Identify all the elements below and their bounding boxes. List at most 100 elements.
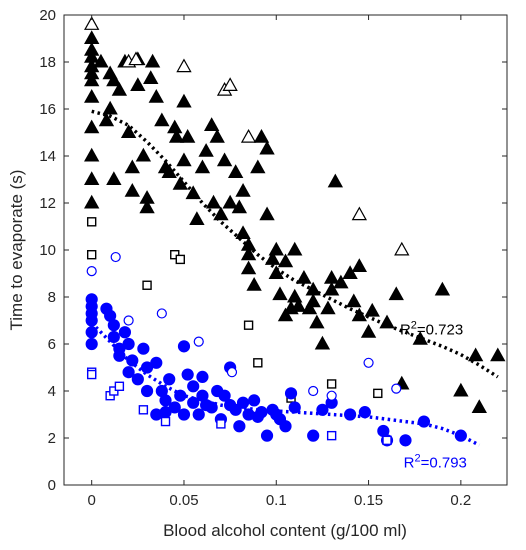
- open-square-point: [326, 379, 337, 389]
- triangle-point: [351, 307, 368, 322]
- open-circle-point: [226, 367, 238, 378]
- circle-point: [307, 429, 320, 442]
- triangle-point: [268, 241, 284, 256]
- open-triangle-point: [222, 77, 238, 92]
- triangle-point: [434, 281, 451, 296]
- triangle-point: [98, 112, 115, 127]
- triangle-point: [203, 117, 220, 131]
- open-square-point: [138, 405, 149, 415]
- x-tick-label: 0.1: [266, 492, 287, 509]
- open-circle-point: [86, 266, 97, 277]
- triangle-point: [453, 382, 469, 397]
- open-square-point: [326, 430, 337, 441]
- circle-point: [358, 406, 371, 419]
- open-circle-point: [391, 383, 402, 394]
- circle-point: [150, 356, 163, 369]
- triangle-point: [130, 77, 146, 92]
- triangle-point: [360, 324, 377, 338]
- x-axis-title: Blood alcohol content (g/100 ml): [163, 521, 407, 540]
- circle-point: [113, 349, 126, 362]
- triangle-point: [194, 159, 211, 174]
- circle-point: [137, 342, 150, 355]
- triangle-point: [250, 159, 266, 174]
- open-square-point: [160, 416, 171, 427]
- triangle-point: [235, 225, 251, 240]
- triangle-point: [272, 286, 288, 301]
- triangle-point: [264, 251, 281, 265]
- triangle-point: [93, 53, 109, 68]
- open-square-point: [175, 254, 185, 265]
- triangle-point: [185, 185, 201, 200]
- open-circle-point: [123, 315, 134, 326]
- triangle-point: [277, 307, 294, 322]
- open-triangle-point: [128, 51, 144, 66]
- circle-point: [192, 408, 205, 421]
- open-triangle-point: [240, 128, 257, 143]
- triangle-point: [144, 53, 161, 68]
- triangle-point: [198, 143, 214, 157]
- triangle-point: [84, 194, 100, 209]
- triangle-point: [135, 147, 152, 162]
- triangle-point: [346, 293, 362, 308]
- circle-point: [140, 384, 154, 398]
- axes: 0 0.05 0.1 0.15 0.2 0 2 4 6 8 10 12 14 16 18 20: [39, 7, 507, 509]
- y-tick-label: 20: [39, 7, 56, 24]
- open-circle-point: [326, 390, 337, 401]
- triangle-point: [124, 183, 140, 197]
- y-axis-title: Time to evaporate (s): [7, 170, 26, 331]
- triangle-point: [216, 152, 233, 167]
- triangle-point: [84, 72, 100, 87]
- triangle-point: [301, 300, 318, 315]
- open-square-point: [382, 435, 392, 446]
- triangle-point: [148, 89, 164, 103]
- open-square-point: [86, 217, 97, 227]
- triangle-point: [235, 183, 251, 197]
- triangle-point: [176, 152, 192, 167]
- circle-point: [417, 415, 431, 428]
- open-square-point: [86, 369, 97, 380]
- circle-point: [454, 429, 467, 442]
- open-circle-point: [110, 251, 121, 263]
- y-tick-label: 18: [39, 54, 56, 71]
- triangle-point: [240, 246, 257, 261]
- triangle-point: [467, 347, 484, 362]
- triangle-point: [227, 164, 244, 178]
- triangle-point: [84, 119, 100, 134]
- circle-point: [177, 408, 191, 421]
- circle-point: [218, 389, 231, 402]
- open-triangle-point: [176, 58, 192, 73]
- circle-point: [236, 396, 250, 409]
- circle-point: [159, 394, 172, 407]
- circle-point: [118, 326, 132, 339]
- triangle-point: [240, 260, 257, 275]
- triangle-point: [246, 277, 262, 291]
- triangle-point: [143, 70, 159, 84]
- triangle-point: [259, 206, 275, 221]
- y-tick-label: 4: [48, 383, 56, 400]
- triangle-point: [111, 81, 128, 96]
- circle-point: [260, 429, 274, 442]
- open-square-point: [86, 249, 97, 260]
- triangle-point: [379, 314, 395, 329]
- circle-point: [233, 420, 246, 433]
- x-tick-label: 0.15: [354, 492, 383, 509]
- open-circle-point: [308, 385, 319, 397]
- triangle-point: [222, 194, 238, 209]
- y-tick-label: 10: [39, 242, 56, 259]
- y-tick-label: 12: [39, 195, 56, 212]
- triangle-point: [323, 281, 340, 296]
- triangle-point: [168, 128, 185, 143]
- triangle-point: [139, 190, 155, 204]
- circle-point: [122, 337, 135, 351]
- y-tick-label: 2: [48, 430, 56, 447]
- triangle-point: [84, 147, 100, 162]
- triangle-point: [253, 128, 270, 143]
- open-square-point: [142, 280, 152, 290]
- circle-point: [122, 366, 135, 379]
- open-square-point: [373, 388, 383, 399]
- open-square-point: [109, 386, 119, 396]
- plot-frame: [63, 14, 508, 486]
- triangle-point: [189, 211, 205, 225]
- circle-point: [181, 368, 194, 381]
